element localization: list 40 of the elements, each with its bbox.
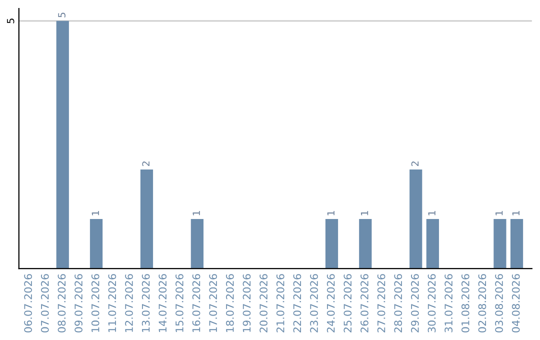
data-label: 1 <box>192 210 200 216</box>
x-tick-label: 11.07.2026 <box>108 274 116 332</box>
x-tick-label: 21.07.2026 <box>276 274 284 332</box>
data-label: 1 <box>496 210 503 216</box>
x-tick-label: 03.08.2026 <box>495 274 503 332</box>
x-tick-label: 17.07.2026 <box>209 274 218 332</box>
x-tick-label: 16.07.2026 <box>192 274 200 332</box>
data-label: 5 <box>58 12 66 18</box>
x-tick-label: 28.07.2026 <box>394 274 402 332</box>
data-label: 1 <box>92 210 99 216</box>
x-tick-label: 25.07.2026 <box>344 274 352 332</box>
x-tick-label: 24.07.2026 <box>326 274 335 332</box>
data-label: 2 <box>411 162 419 166</box>
x-tick-label: 27.07.2026 <box>377 274 386 332</box>
x-tick-label: 14.07.2026 <box>158 274 167 332</box>
data-label: 1 <box>512 210 520 216</box>
x-tick-label: 06.07.2026 <box>24 274 32 332</box>
x-tick-label: 19.07.2026 <box>242 274 251 332</box>
x-tick-label: 08.07.2026 <box>58 274 66 332</box>
x-tick-label: 30.07.2026 <box>428 274 436 332</box>
x-tick-label: 13.07.2026 <box>142 274 150 332</box>
x-tick-label: 07.07.2026 <box>40 274 49 332</box>
x-tick-label: 20.07.2026 <box>260 274 268 332</box>
x-tick-label: 04.08.2026 <box>512 274 520 332</box>
x-tick-label: 09.07.2026 <box>74 274 82 332</box>
data-label: 2 <box>142 162 150 166</box>
x-tick-label: 23.07.2026 <box>310 274 318 332</box>
data-label: 1 <box>428 210 436 216</box>
x-tick-label: 18.07.2026 <box>226 274 234 332</box>
x-tick-label: 31.07.2026 <box>444 274 453 332</box>
x-tick-label: 26.07.2026 <box>360 274 368 332</box>
x-tick-label: 01.08.2026 <box>461 274 470 332</box>
x-tick-label: 10.07.2026 <box>91 274 100 332</box>
x-tick-label: 15.07.2026 <box>176 274 184 332</box>
x-tick-label: 22.07.2026 <box>293 274 302 332</box>
x-tick-label: 29.07.2026 <box>410 274 419 332</box>
x-tick-label: 02.08.2026 <box>478 274 486 332</box>
x-tick-label: 12.07.2026 <box>125 274 133 332</box>
data-label: 1 <box>327 210 334 216</box>
data-label: 1 <box>360 210 368 216</box>
